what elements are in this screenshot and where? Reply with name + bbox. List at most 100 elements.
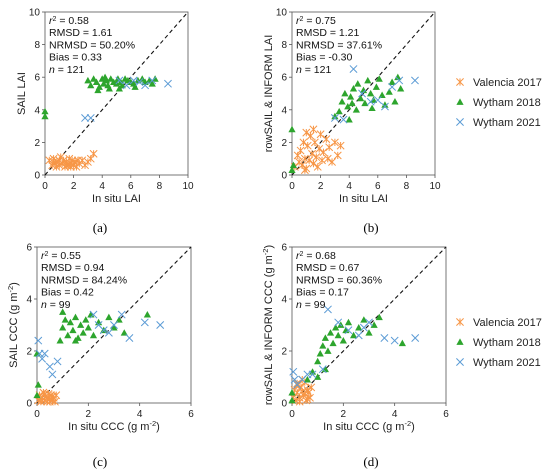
series-valencia-2017	[290, 125, 345, 175]
data-point	[288, 125, 296, 133]
legend-marker	[456, 118, 464, 126]
one-to-one-line	[44, 11, 189, 176]
data-point	[125, 334, 134, 342]
data-point	[164, 79, 172, 88]
data-point	[89, 310, 98, 319]
x-tick-label: 10	[429, 181, 441, 192]
data-point	[375, 313, 383, 321]
data-point	[348, 99, 356, 107]
data-point	[148, 76, 157, 85]
data-point	[318, 365, 327, 374]
stat-line: RMSD = 0.94	[41, 262, 104, 274]
data-point	[368, 104, 376, 112]
data-point	[330, 113, 339, 122]
data-point	[293, 379, 302, 388]
data-point	[323, 154, 332, 163]
data-point	[131, 83, 139, 90]
data-point	[375, 75, 383, 82]
legend-marker	[456, 318, 464, 326]
y-tick-label: 2	[26, 347, 32, 358]
y-tick-label: 8	[281, 40, 287, 51]
stat-line: NRMSD = 50.20%	[49, 39, 135, 51]
y-tick-label: 4	[26, 295, 32, 306]
legend-entry: Wytham 2021	[456, 357, 541, 369]
data-point	[308, 149, 316, 158]
data-point	[110, 321, 118, 329]
stat-line: n = 121	[49, 64, 84, 76]
data-point	[361, 99, 369, 107]
data-point	[336, 141, 345, 150]
data-point	[140, 318, 149, 327]
legend-entry: Wytham 2021	[456, 117, 541, 129]
data-point	[394, 73, 402, 81]
data-point	[354, 331, 363, 340]
data-point	[48, 370, 57, 379]
x-tick-label: 4	[392, 409, 398, 420]
series-valencia-2017	[34, 388, 61, 406]
data-point	[288, 389, 296, 396]
data-point	[349, 85, 358, 92]
data-point	[372, 83, 380, 90]
data-point	[300, 154, 309, 163]
y-tick-label: 8	[34, 40, 40, 51]
legend-entry: Wytham 2018	[456, 337, 541, 349]
y-tick-label: 0	[281, 171, 287, 182]
data-point	[390, 336, 399, 345]
data-point	[322, 135, 331, 144]
data-point	[66, 318, 74, 326]
data-point	[87, 81, 95, 89]
data-point	[359, 86, 368, 94]
x-tick-label: 6	[443, 409, 449, 420]
legend-label: Wytham 2021	[473, 117, 541, 129]
stat-line: RMSD = 1.21	[296, 27, 359, 39]
data-point	[354, 80, 362, 87]
data-point	[349, 65, 358, 74]
data-point	[306, 131, 315, 140]
data-point	[365, 329, 373, 336]
data-point	[310, 138, 319, 147]
data-point	[115, 85, 123, 92]
data-point	[79, 329, 87, 336]
legend-label: Valencia 2017	[473, 317, 542, 329]
x-axis-label: In situ CCC (g m-2)	[68, 419, 160, 434]
data-point	[335, 107, 343, 115]
stat-line: n = 99	[41, 299, 71, 311]
x-tick-label: 6	[375, 181, 381, 192]
data-point	[90, 75, 98, 82]
data-point	[141, 81, 150, 90]
data-point	[358, 89, 367, 98]
data-point	[115, 76, 124, 85]
data-point	[289, 367, 298, 376]
data-point	[148, 80, 156, 87]
data-point	[89, 331, 98, 339]
data-point	[117, 310, 126, 319]
data-point	[98, 75, 106, 82]
stat-line: Bias = -0.30	[296, 52, 352, 64]
data-point	[325, 143, 334, 152]
data-point	[115, 316, 123, 323]
data-point	[330, 138, 339, 147]
x-tick-label: 2	[86, 409, 92, 420]
x-tick-label: 6	[188, 409, 194, 420]
data-point	[350, 331, 358, 339]
panel-caption: (a)	[93, 220, 107, 235]
data-point	[328, 158, 336, 166]
stat-line: r2 = 0.75	[296, 15, 336, 27]
data-point	[300, 166, 309, 175]
data-point	[334, 331, 342, 339]
data-point	[331, 112, 339, 120]
data-point	[388, 83, 397, 91]
data-point	[321, 334, 329, 341]
panel-caption: (d)	[363, 454, 378, 469]
y-tick-label: 10	[29, 8, 41, 19]
data-point	[380, 102, 389, 111]
data-point	[313, 162, 322, 171]
data-point	[309, 159, 318, 168]
data-point	[341, 89, 349, 97]
legend-label: Wytham 2018	[473, 97, 541, 109]
data-point	[303, 395, 312, 404]
stat-line: NRMSD = 60.36%	[296, 274, 382, 286]
y-tick-label: 4	[281, 295, 287, 306]
